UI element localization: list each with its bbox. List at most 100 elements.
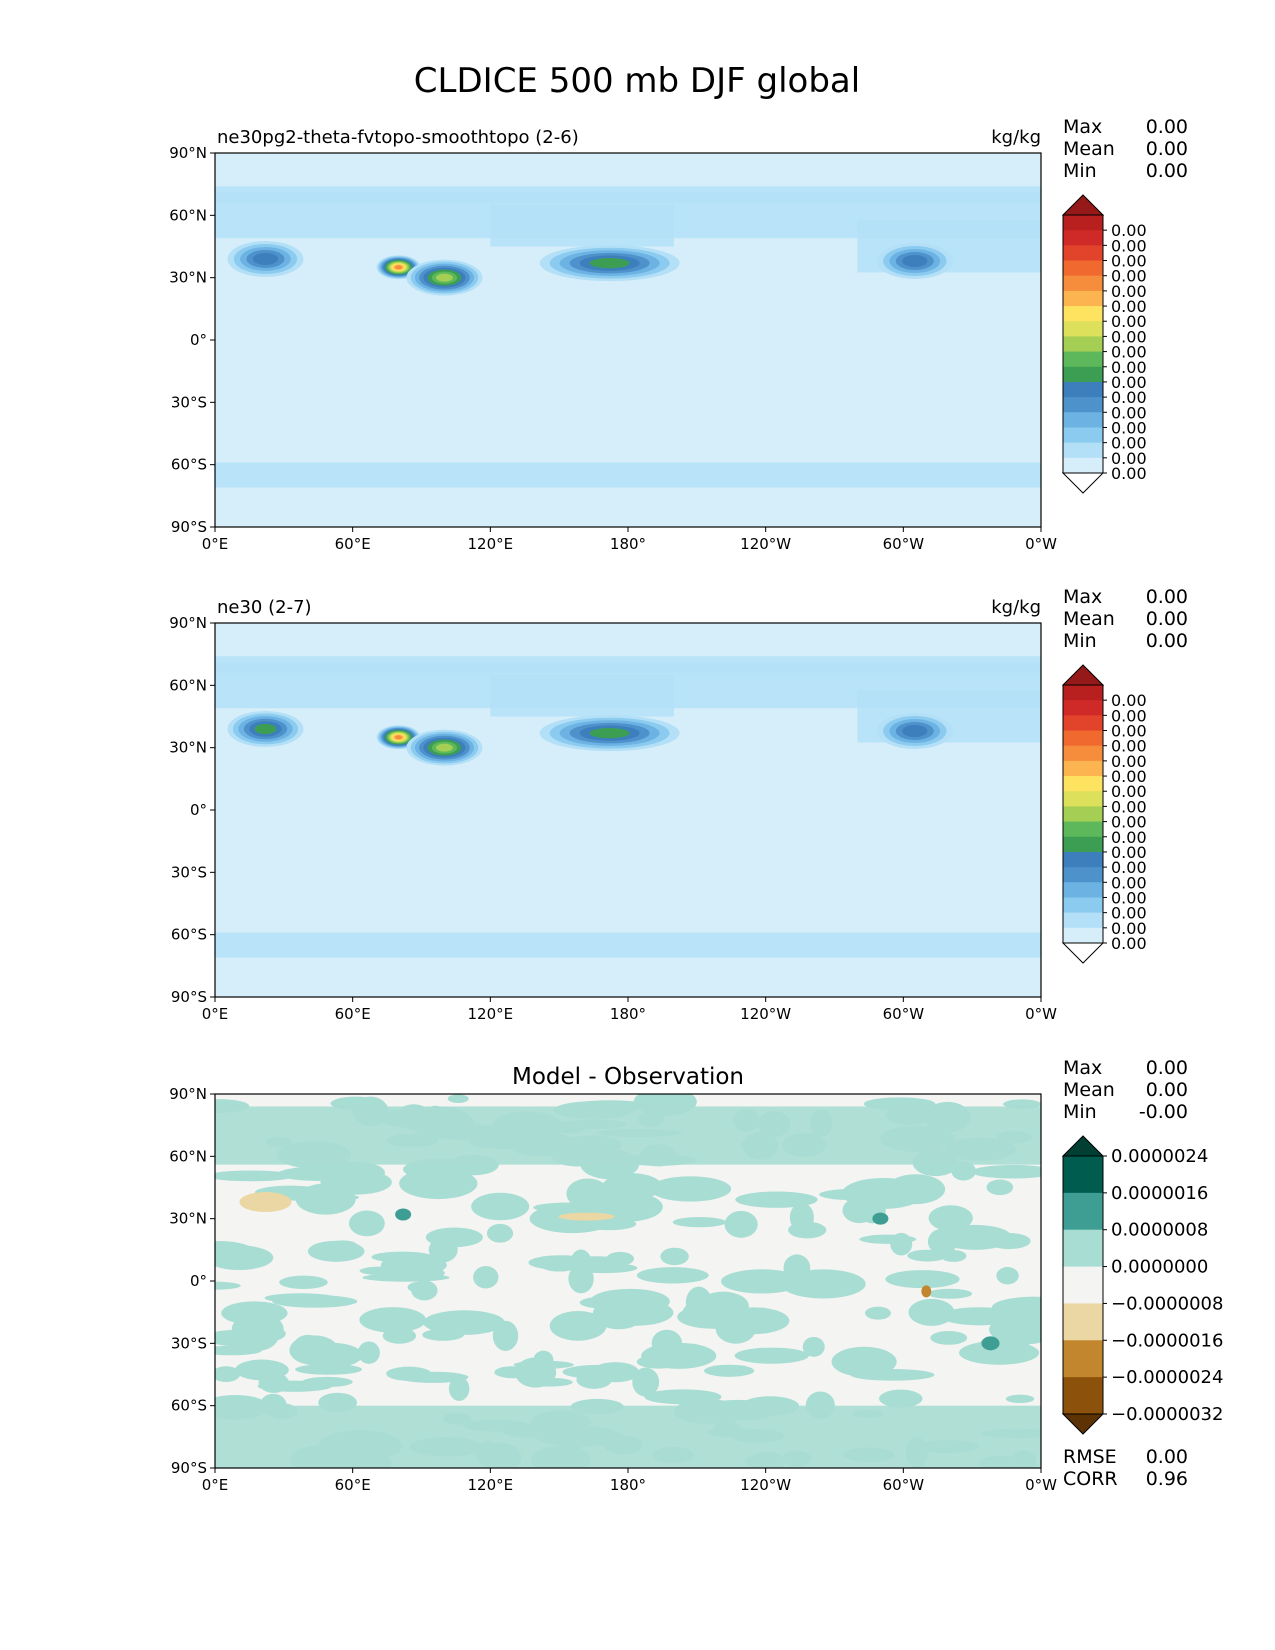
x-tick-label: 120°E xyxy=(468,535,514,553)
x-tick-label: 120°W xyxy=(740,535,791,553)
field-patch xyxy=(959,1340,1040,1365)
panel-title: Model - Observation xyxy=(512,1064,744,1090)
x-tick-label: 120°W xyxy=(740,1476,791,1494)
x-tick-label: 60°E xyxy=(335,535,371,553)
field-patch xyxy=(473,1265,499,1289)
colorbar: 0.0000024 0.0000016 0.0000008 0.0000000 −0.0… xyxy=(1061,1135,1223,1435)
colorbar-segment xyxy=(1063,366,1103,383)
field-patch xyxy=(407,1281,433,1293)
colorbar-label: 0.00 xyxy=(1111,434,1147,453)
field-contour xyxy=(436,743,453,752)
colorbar-segment xyxy=(1063,1229,1103,1268)
y-tick-label: 30°N xyxy=(169,1210,207,1228)
colorbar-extend-top xyxy=(1061,194,1105,216)
colorbar-label: 0.00 xyxy=(1111,752,1147,771)
y-tick-label: 90°N xyxy=(169,614,207,632)
field-patch xyxy=(885,1270,960,1289)
field-anomaly xyxy=(239,1192,292,1213)
y-tick-label: 30°N xyxy=(169,739,207,757)
colorbar-segment xyxy=(1063,927,1103,944)
colorbar-frame xyxy=(1062,214,1104,474)
colorbar-segment xyxy=(1063,321,1103,337)
field-anomaly xyxy=(921,1285,932,1298)
stat-value: 0.00 xyxy=(1146,630,1188,652)
stat-label: Mean xyxy=(1063,608,1115,630)
field-anomaly xyxy=(981,1336,1000,1351)
colorbar-segment xyxy=(1063,836,1103,853)
colorbar-label: 0.00 xyxy=(1111,403,1147,422)
field-patch xyxy=(780,1269,866,1299)
colorbar-label: 0.00 xyxy=(1111,813,1147,832)
colorbar-segment xyxy=(1063,397,1103,413)
x-tick-label: 0°W xyxy=(1025,1005,1057,1023)
colorbar-segment xyxy=(1063,760,1103,777)
field-patch xyxy=(471,1192,530,1221)
map-field xyxy=(215,153,1041,527)
colorbar-label: 0.00 xyxy=(1111,843,1147,862)
colorbar-label: 0.00 xyxy=(1111,464,1147,483)
field-band xyxy=(215,186,1041,203)
stat-label: Min xyxy=(1063,1101,1097,1123)
colorbar-label: 0.00 xyxy=(1111,828,1147,847)
field-patch xyxy=(672,1217,727,1228)
colorbar-label: 0.00 xyxy=(1111,767,1147,786)
y-tick-label: 0° xyxy=(190,1272,207,1290)
panel-title: ne30pg2-theta-fvtopo-smoothtopo (2-6) xyxy=(217,127,579,148)
colorbar-extend-bottom xyxy=(1061,942,1105,964)
panels: 0°E 60°E 120°E 180° 120°W 60°W 0°W 90°N 60°N 30°N… xyxy=(169,116,1223,1494)
colorbar-segment xyxy=(1063,851,1103,868)
field-patch xyxy=(588,1182,628,1215)
field-patch xyxy=(359,1307,427,1333)
field-patch xyxy=(641,1342,717,1369)
field-patch xyxy=(540,1259,578,1272)
y-tick-label: 90°S xyxy=(171,1459,207,1477)
colorbar-segment xyxy=(1063,867,1103,883)
field-patch xyxy=(927,1288,973,1299)
field-patch xyxy=(971,1165,1041,1179)
colorbar-segment xyxy=(1063,1192,1103,1231)
colorbar-segment xyxy=(1063,791,1103,807)
field-anomaly xyxy=(558,1212,615,1221)
figure-title: CLDICE 500 mb DJF global xyxy=(414,61,860,101)
x-tick-label: 60°E xyxy=(335,1005,371,1023)
y-tick-label: 90°N xyxy=(169,1085,207,1103)
field-patch xyxy=(348,1210,385,1237)
colorbar-label: 0.00 xyxy=(1111,221,1147,240)
stat-value: 0.00 xyxy=(1146,160,1188,182)
colorbar: 0.000.000.000.000.000.000.000.000.000.00… xyxy=(1061,194,1147,494)
x-tick-label: 120°E xyxy=(468,1476,514,1494)
colorbar-label: 0.00 xyxy=(1111,373,1147,392)
stat-label: Min xyxy=(1063,630,1097,652)
colorbar-segment xyxy=(1063,1266,1103,1304)
y-tick-label: 0° xyxy=(190,331,207,349)
field-anomaly xyxy=(395,1208,412,1221)
field-patch xyxy=(295,1363,363,1375)
y-tick-label: 0° xyxy=(190,801,207,819)
field-patch xyxy=(987,1233,1031,1250)
field-patch xyxy=(865,1306,891,1320)
field-anomaly xyxy=(872,1212,889,1225)
field-patch xyxy=(927,1228,958,1255)
x-tick-label: 120°W xyxy=(740,1005,791,1023)
field-patch xyxy=(298,1342,363,1368)
x-tick-label: 60°W xyxy=(883,1476,925,1494)
colorbar-segment xyxy=(1063,275,1103,292)
x-tick-label: 60°W xyxy=(883,1005,925,1023)
field-band xyxy=(490,674,674,717)
field-patch xyxy=(533,1202,606,1213)
field-patch xyxy=(405,1183,433,1193)
field-patch xyxy=(423,1310,505,1335)
stat-value: 0.00 xyxy=(1146,138,1188,160)
map-field xyxy=(215,623,1041,997)
field-patch xyxy=(592,1298,645,1330)
colorbar-segment xyxy=(1063,336,1103,353)
field-patch xyxy=(215,1345,262,1356)
panel-2: 0°E 60°E 120°E 180° 120°W 60°W 0°W 90°N 60°N 30°N… xyxy=(169,586,1188,1023)
colorbar-label: 0.00 xyxy=(1111,797,1147,816)
field-band xyxy=(215,656,1041,673)
field-patch xyxy=(386,1366,432,1381)
x-tick-label: 0°W xyxy=(1025,535,1057,553)
field-patch xyxy=(928,1205,973,1231)
field-patch xyxy=(357,1341,380,1364)
